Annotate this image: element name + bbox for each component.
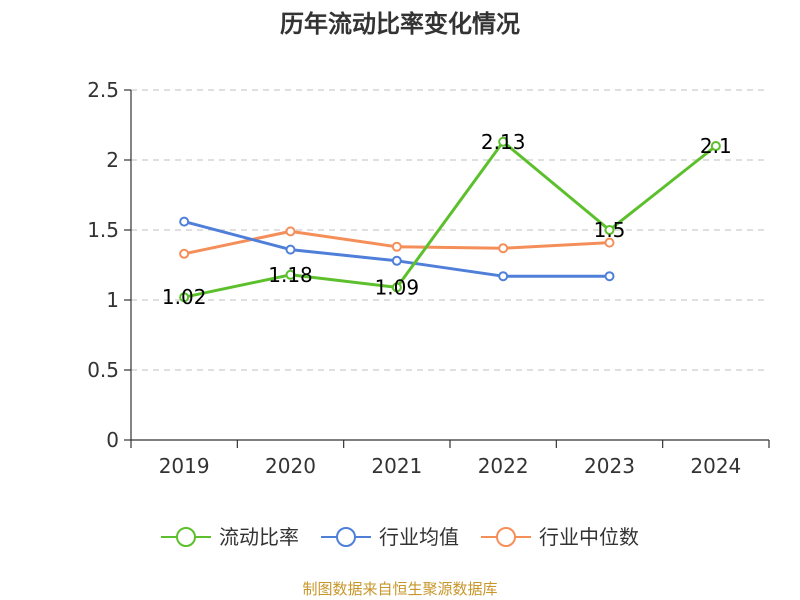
data-point [285,269,296,280]
data-point [604,237,615,248]
series-group [179,136,721,303]
grid [131,89,765,371]
data-label: 1.5 [594,218,626,242]
chart-title: 历年流动比率变化情况 [280,10,520,38]
data-label: 1.18 [268,263,313,287]
legend-item[interactable]: 流动比率 [161,525,299,549]
legend-marker [176,527,196,547]
legend-label: 行业中位数 [539,525,639,549]
source-note: 制图数据来自恒生聚源数据库 [302,580,497,598]
x-tick-label: 2023 [584,454,635,478]
data-label: 1.02 [162,285,207,309]
y-tick-label: 2.5 [87,78,119,102]
legend-item[interactable]: 行业中位数 [481,525,639,549]
data-label: 2.13 [481,130,526,154]
legend[interactable]: 流动比率 行业均值 行业中位数 [161,525,639,549]
y-tick-label: 0 [106,428,119,452]
data-point [285,226,296,237]
series-line [183,140,717,299]
x-tick-label: 2020 [265,454,316,478]
y-tick-label: 1 [106,288,119,312]
data-label: 2.1 [700,134,732,158]
data-point [391,282,402,293]
legend-marker [496,527,516,547]
legend-marker [336,527,356,547]
data-point [498,136,509,147]
legend-label: 行业均值 [379,525,459,549]
data-point [285,244,296,255]
y-tick-label: 2 [106,148,119,172]
data-point [498,271,509,282]
data-point [604,225,615,235]
data-point [179,248,190,259]
data-labels: 1.02 1.18 1.09 2.13 1.5 2.1 [162,130,732,309]
legend-item[interactable]: 行业均值 [321,525,459,549]
data-point [391,241,402,252]
x-tick-label: 2024 [690,454,741,478]
data-point [391,255,402,266]
y-tick-label: 1.5 [87,218,119,242]
axes: 0 0.5 1 1.5 2 2.5 2019 2020 2021 2022 2023 2024 [87,78,770,478]
y-tick-label: 0.5 [87,358,119,382]
x-tick-label: 2022 [478,454,529,478]
x-tick-label: 2019 [159,454,210,478]
data-point [179,292,190,303]
data-point [604,271,615,282]
data-label: 1.09 [375,275,420,299]
data-point [179,216,190,227]
legend-label: 流动比率 [219,525,299,549]
data-point [710,141,721,151]
data-point [498,243,509,254]
x-tick-label: 2021 [371,454,422,478]
